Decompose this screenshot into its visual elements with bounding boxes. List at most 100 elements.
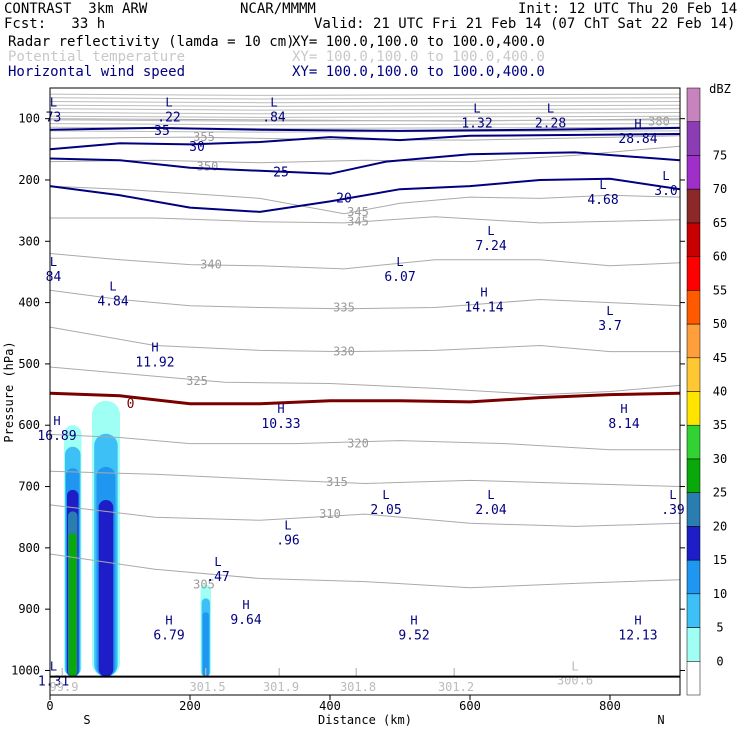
theta-label: 325 <box>186 374 208 388</box>
hl-value: .39 <box>661 503 684 518</box>
hl-letter: H <box>165 613 172 627</box>
theta-contour <box>49 185 681 215</box>
colorbar-label: 45 <box>713 351 727 365</box>
wind-label: 20 <box>336 191 352 206</box>
hl-letter: L <box>547 102 554 116</box>
field-name-wind: Horizontal wind speed <box>8 64 186 80</box>
colorbar-swatch <box>686 256 701 291</box>
theta-label: 320 <box>347 437 369 451</box>
colorbar-swatch <box>686 424 701 460</box>
colorbar-label: 70 <box>713 182 727 196</box>
colorbar-swatch <box>686 559 701 595</box>
hl-letter: L <box>487 224 494 238</box>
theta-contour <box>49 97 681 100</box>
x-tick-label: 0 <box>46 699 53 713</box>
surface-letter: L <box>204 666 211 680</box>
colorbar-swatch <box>686 492 701 527</box>
colorbar-swatch <box>686 222 701 257</box>
theta-label: 340 <box>200 258 222 272</box>
surface-letter: L <box>571 660 578 674</box>
x-tick-label: 400 <box>319 699 341 713</box>
plot-frame <box>49 87 681 696</box>
theta-contour <box>49 553 681 589</box>
theta-contour <box>49 366 681 396</box>
y-tick-label: 300 <box>18 234 40 248</box>
wind-contour <box>49 391 681 406</box>
hl-value: 14.14 <box>464 300 503 315</box>
hl-letter: L <box>396 255 403 269</box>
theta-label: 305 <box>193 578 215 592</box>
theta-contour <box>49 253 681 270</box>
theta-label: 335 <box>333 301 355 315</box>
theta-contour <box>49 93 681 96</box>
hl-letter: L <box>50 95 57 109</box>
theta-contour <box>49 433 680 451</box>
hl-letter: H <box>410 613 417 627</box>
theta-contour <box>49 123 681 126</box>
surface-letter: L <box>452 666 459 680</box>
theta-contour <box>49 470 681 487</box>
hl-value: 3.0 <box>654 184 677 199</box>
colorbar-swatch <box>686 357 701 392</box>
theta-contour <box>49 112 681 115</box>
hl-letter: L <box>270 95 277 109</box>
hl-letter: H <box>277 402 284 416</box>
org-label: NCAR/MMMM <box>240 1 316 17</box>
surface-value: 301.9 <box>263 680 299 694</box>
hl-value: 2.28 <box>535 117 566 132</box>
colorbar-label: 60 <box>713 250 727 264</box>
colorbar-swatch <box>686 627 701 662</box>
colorbar-label: 10 <box>713 587 727 601</box>
wind-contour <box>49 133 681 151</box>
hl-letter: H <box>151 341 158 355</box>
field-name-theta: Potential temperature <box>8 49 186 65</box>
hl-letter: H <box>242 598 249 612</box>
hl-value: 28.84 <box>618 132 657 147</box>
y-tick-label: 900 <box>18 602 40 616</box>
colorbar-swatch <box>686 290 701 325</box>
field-xy-reflectivity: XY= 100.0,100.0 to 100.0,400.0 <box>292 34 545 50</box>
hl-value: 7.24 <box>475 239 506 254</box>
forecast-hour: Fcst: 33 h <box>4 16 106 32</box>
surface-value: 99.9 <box>50 680 79 694</box>
hl-value: 12.13 <box>618 628 657 643</box>
colorbar-swatch <box>686 323 701 359</box>
y-tick-label: 600 <box>18 418 40 432</box>
x-axis-label: Distance (km) <box>318 713 412 727</box>
hl-letter: L <box>669 488 676 502</box>
hl-value: 3.7 <box>598 319 621 334</box>
hl-letter: L <box>473 102 480 116</box>
hl-value: 4.84 <box>97 294 128 309</box>
theta-label: 380 <box>648 115 670 129</box>
hl-letter: H <box>620 402 627 416</box>
theta-contour <box>49 504 681 527</box>
colorbar-swatch <box>686 121 701 156</box>
colorbar-label: 50 <box>713 317 727 331</box>
hl-letter: H <box>634 613 641 627</box>
wind-contours: 35 30 25 20 0 <box>49 124 681 412</box>
colorbar-swatch <box>686 391 701 426</box>
theta-label: 345 <box>347 205 369 219</box>
theta-label: 310 <box>319 507 341 521</box>
reflectivity-column <box>202 612 209 677</box>
hl-letter: L <box>214 555 221 569</box>
model-title: CONTRAST 3km ARW <box>4 1 148 17</box>
theta-contour <box>49 101 681 104</box>
hl-letter: L <box>165 95 172 109</box>
hl-value: 2.04 <box>475 503 506 518</box>
x-end-right: N <box>657 713 664 727</box>
theta-contour <box>50 216 681 224</box>
colorbar-unit: dBZ <box>709 82 731 96</box>
hl-value: .84 <box>262 110 286 125</box>
colorbar: 0 5 10 15 20 25 30 35 40 45 50 55 60 65 70 75 <box>686 87 727 696</box>
hl-value: 6.79 <box>153 628 184 643</box>
colorbar-swatch <box>686 661 701 696</box>
hl-letter: L <box>50 659 57 673</box>
hl-letter: L <box>599 178 606 192</box>
field-xy-theta: XY= 100.0,100.0 to 100.0,400.0 <box>292 49 545 65</box>
hl-letter: L <box>50 255 57 269</box>
hl-letter: L <box>382 488 389 502</box>
theta-contour <box>49 135 681 141</box>
colorbar-label: 55 <box>713 283 727 297</box>
